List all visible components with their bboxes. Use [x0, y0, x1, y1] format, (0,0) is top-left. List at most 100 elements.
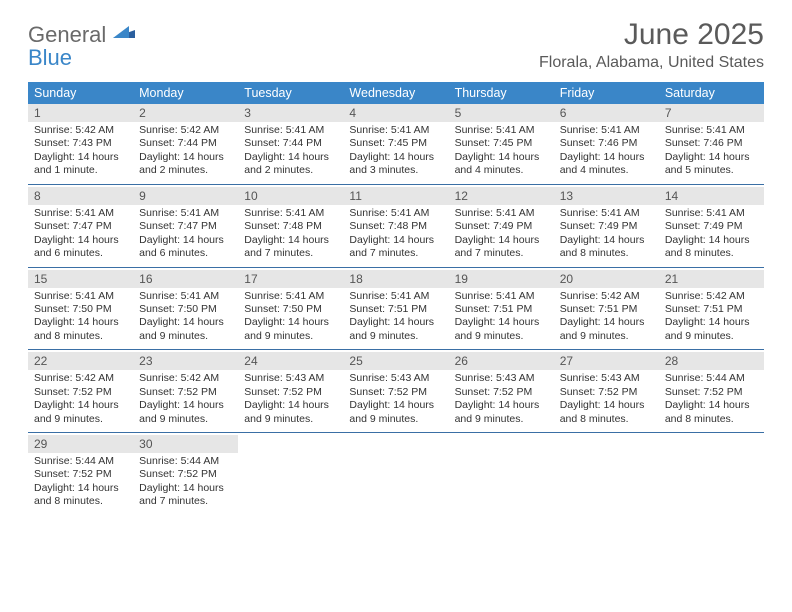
- calendar-cell: 11Sunrise: 5:41 AMSunset: 7:48 PMDayligh…: [343, 187, 448, 267]
- day-number: 6: [554, 104, 659, 122]
- logo: General Blue: [28, 18, 135, 70]
- daylight-text: Daylight: 14 hours and 7 minutes.: [139, 482, 232, 509]
- daylight-text: Daylight: 14 hours and 8 minutes.: [560, 399, 653, 426]
- sunset-text: Sunset: 7:50 PM: [244, 303, 337, 316]
- calendar-week: 8Sunrise: 5:41 AMSunset: 7:47 PMDaylight…: [28, 187, 764, 268]
- calendar-cell: 19Sunrise: 5:41 AMSunset: 7:51 PMDayligh…: [449, 270, 554, 350]
- sunrise-text: Sunrise: 5:44 AM: [665, 372, 758, 385]
- sunrise-text: Sunrise: 5:41 AM: [34, 290, 127, 303]
- sunrise-text: Sunrise: 5:43 AM: [244, 372, 337, 385]
- sunset-text: Sunset: 7:44 PM: [139, 137, 232, 150]
- day-number: 27: [554, 352, 659, 370]
- day-number: 12: [449, 187, 554, 205]
- calendar-cell: 26Sunrise: 5:43 AMSunset: 7:52 PMDayligh…: [449, 352, 554, 432]
- daylight-text: Daylight: 14 hours and 7 minutes.: [349, 234, 442, 261]
- sunrise-text: Sunrise: 5:43 AM: [349, 372, 442, 385]
- calendar-cell: 5Sunrise: 5:41 AMSunset: 7:45 PMDaylight…: [449, 104, 554, 184]
- calendar-cell: 16Sunrise: 5:41 AMSunset: 7:50 PMDayligh…: [133, 270, 238, 350]
- sunset-text: Sunset: 7:48 PM: [244, 220, 337, 233]
- day-number: 3: [238, 104, 343, 122]
- day-header: Thursday: [449, 82, 554, 104]
- daylight-text: Daylight: 14 hours and 2 minutes.: [139, 151, 232, 178]
- sunset-text: Sunset: 7:45 PM: [349, 137, 442, 150]
- sunset-text: Sunset: 7:46 PM: [665, 137, 758, 150]
- day-details: Sunrise: 5:41 AMSunset: 7:50 PMDaylight:…: [238, 288, 343, 350]
- calendar-cell: 1Sunrise: 5:42 AMSunset: 7:43 PMDaylight…: [28, 104, 133, 184]
- day-details: Sunrise: 5:42 AMSunset: 7:43 PMDaylight:…: [28, 122, 133, 184]
- sunset-text: Sunset: 7:52 PM: [34, 468, 127, 481]
- day-details: Sunrise: 5:41 AMSunset: 7:44 PMDaylight:…: [238, 122, 343, 184]
- day-details: Sunrise: 5:41 AMSunset: 7:51 PMDaylight:…: [449, 288, 554, 350]
- day-details: Sunrise: 5:41 AMSunset: 7:49 PMDaylight:…: [659, 205, 764, 267]
- day-details: Sunrise: 5:42 AMSunset: 7:52 PMDaylight:…: [133, 370, 238, 432]
- sunrise-text: Sunrise: 5:41 AM: [665, 207, 758, 220]
- calendar-cell: 27Sunrise: 5:43 AMSunset: 7:52 PMDayligh…: [554, 352, 659, 432]
- sunset-text: Sunset: 7:52 PM: [560, 386, 653, 399]
- day-header: Saturday: [659, 82, 764, 104]
- calendar-cell: 12Sunrise: 5:41 AMSunset: 7:49 PMDayligh…: [449, 187, 554, 267]
- day-number: 22: [28, 352, 133, 370]
- sunset-text: Sunset: 7:52 PM: [244, 386, 337, 399]
- day-details: Sunrise: 5:42 AMSunset: 7:51 PMDaylight:…: [554, 288, 659, 350]
- calendar-cell: 28Sunrise: 5:44 AMSunset: 7:52 PMDayligh…: [659, 352, 764, 432]
- day-number: 25: [343, 352, 448, 370]
- sunset-text: Sunset: 7:52 PM: [349, 386, 442, 399]
- calendar-cell: 4Sunrise: 5:41 AMSunset: 7:45 PMDaylight…: [343, 104, 448, 184]
- day-details: Sunrise: 5:41 AMSunset: 7:46 PMDaylight:…: [554, 122, 659, 184]
- sunset-text: Sunset: 7:52 PM: [455, 386, 548, 399]
- day-header: Friday: [554, 82, 659, 104]
- sunset-text: Sunset: 7:51 PM: [349, 303, 442, 316]
- sunrise-text: Sunrise: 5:41 AM: [244, 124, 337, 137]
- sunset-text: Sunset: 7:50 PM: [139, 303, 232, 316]
- day-details: Sunrise: 5:42 AMSunset: 7:51 PMDaylight:…: [659, 288, 764, 350]
- sunrise-text: Sunrise: 5:41 AM: [349, 124, 442, 137]
- day-number: 10: [238, 187, 343, 205]
- day-details: Sunrise: 5:42 AMSunset: 7:44 PMDaylight:…: [133, 122, 238, 184]
- day-details: Sunrise: 5:41 AMSunset: 7:49 PMDaylight:…: [449, 205, 554, 267]
- sunrise-text: Sunrise: 5:41 AM: [455, 124, 548, 137]
- daylight-text: Daylight: 14 hours and 8 minutes.: [665, 234, 758, 261]
- sunset-text: Sunset: 7:51 PM: [455, 303, 548, 316]
- daylight-text: Daylight: 14 hours and 7 minutes.: [455, 234, 548, 261]
- day-number: 29: [28, 435, 133, 453]
- day-header: Monday: [133, 82, 238, 104]
- daylight-text: Daylight: 14 hours and 9 minutes.: [455, 316, 548, 343]
- calendar-week: 15Sunrise: 5:41 AMSunset: 7:50 PMDayligh…: [28, 270, 764, 351]
- calendar-cell: 9Sunrise: 5:41 AMSunset: 7:47 PMDaylight…: [133, 187, 238, 267]
- day-number: 16: [133, 270, 238, 288]
- day-details: Sunrise: 5:41 AMSunset: 7:45 PMDaylight:…: [449, 122, 554, 184]
- logo-word1: General: [28, 22, 106, 47]
- sunrise-text: Sunrise: 5:44 AM: [34, 455, 127, 468]
- sunset-text: Sunset: 7:46 PM: [560, 137, 653, 150]
- day-number: 20: [554, 270, 659, 288]
- day-number: 2: [133, 104, 238, 122]
- calendar-cell: ..: [343, 435, 448, 515]
- day-number: 15: [28, 270, 133, 288]
- daylight-text: Daylight: 14 hours and 9 minutes.: [455, 399, 548, 426]
- sunset-text: Sunset: 7:48 PM: [349, 220, 442, 233]
- day-details: Sunrise: 5:44 AMSunset: 7:52 PMDaylight:…: [659, 370, 764, 432]
- daylight-text: Daylight: 14 hours and 3 minutes.: [349, 151, 442, 178]
- sunrise-text: Sunrise: 5:42 AM: [34, 372, 127, 385]
- daylight-text: Daylight: 14 hours and 9 minutes.: [349, 316, 442, 343]
- page-subtitle: Florala, Alabama, United States: [539, 54, 764, 72]
- sunset-text: Sunset: 7:51 PM: [560, 303, 653, 316]
- daylight-text: Daylight: 14 hours and 8 minutes.: [665, 399, 758, 426]
- daylight-text: Daylight: 14 hours and 8 minutes.: [560, 234, 653, 261]
- sunset-text: Sunset: 7:47 PM: [34, 220, 127, 233]
- sunrise-text: Sunrise: 5:42 AM: [139, 124, 232, 137]
- day-number: 13: [554, 187, 659, 205]
- day-details: Sunrise: 5:41 AMSunset: 7:47 PMDaylight:…: [133, 205, 238, 267]
- sunset-text: Sunset: 7:50 PM: [34, 303, 127, 316]
- day-number: 18: [343, 270, 448, 288]
- day-details: Sunrise: 5:43 AMSunset: 7:52 PMDaylight:…: [554, 370, 659, 432]
- day-number: 7: [659, 104, 764, 122]
- day-details: Sunrise: 5:43 AMSunset: 7:52 PMDaylight:…: [343, 370, 448, 432]
- daylight-text: Daylight: 14 hours and 7 minutes.: [244, 234, 337, 261]
- header: General Blue June 2025 Florala, Alabama,…: [28, 18, 764, 72]
- calendar-cell: ..: [554, 435, 659, 515]
- sunrise-text: Sunrise: 5:42 AM: [139, 372, 232, 385]
- calendar-cell: 29Sunrise: 5:44 AMSunset: 7:52 PMDayligh…: [28, 435, 133, 515]
- sunset-text: Sunset: 7:49 PM: [455, 220, 548, 233]
- day-header-row: Sunday Monday Tuesday Wednesday Thursday…: [28, 82, 764, 104]
